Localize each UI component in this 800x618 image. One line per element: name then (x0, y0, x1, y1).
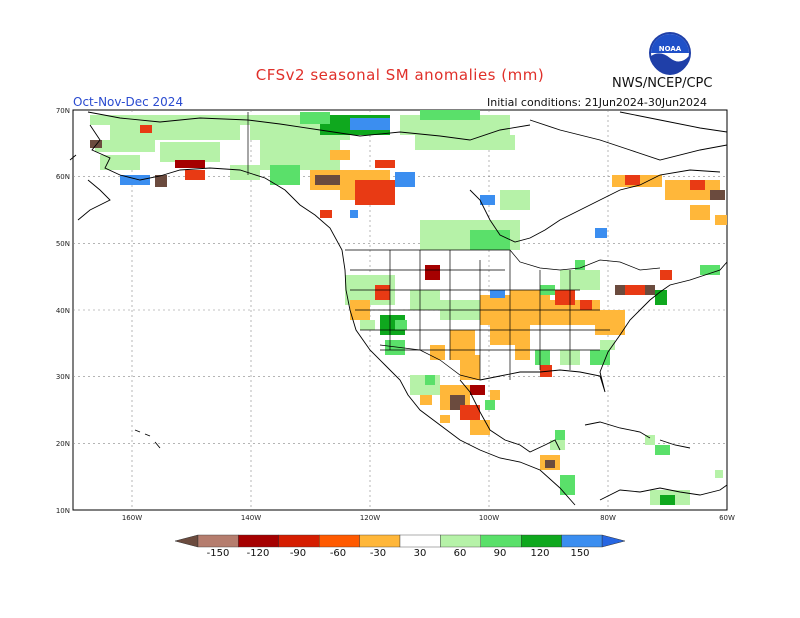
noaa-logo-text: NOAA (659, 45, 682, 53)
lat-label: 20N (56, 440, 70, 448)
colorbar-label: 120 (530, 548, 549, 559)
colorbar-cell (480, 534, 522, 548)
lat-label: 10N (56, 507, 70, 515)
lon-label: 120W (360, 514, 380, 522)
season-label: Oct-Nov-Dec 2024 (73, 95, 184, 109)
coastlines (69, 111, 728, 506)
lon-label: 140W (241, 514, 261, 522)
colorbar-cell (440, 534, 481, 548)
colorbar-label: 150 (570, 548, 589, 559)
colorbar-label: 30 (414, 548, 427, 559)
colorbar-label: 60 (454, 548, 467, 559)
lon-label: 100W (479, 514, 499, 522)
agency-label: NWS/NCEP/CPC (612, 76, 713, 91)
lat-label: 50N (56, 240, 70, 248)
lon-label: 60W (719, 514, 735, 522)
colorbar-label: -120 (247, 548, 270, 559)
colorbar-label: -90 (290, 548, 306, 559)
colorbar-label: -30 (370, 548, 386, 559)
map-title: CFSv2 seasonal SM anomalies (mm) (255, 66, 545, 84)
colorbar-cell (319, 534, 360, 548)
colorbar: -150 -120 -90 -60 -30 30 60 90 120 150 (174, 534, 626, 559)
noaa-logo: NOAA (649, 32, 691, 75)
lon-label: 80W (600, 514, 616, 522)
anomaly-cells (90, 110, 727, 505)
colorbar-label: -150 (207, 548, 230, 559)
initial-conditions-label: Initial conditions: 21Jun2024-30Jun2024 (487, 96, 708, 109)
latitude-labels: 70N 60N 50N 40N 30N 20N 10N (56, 107, 70, 515)
lat-label: 70N (56, 107, 70, 115)
longitude-labels: 160W 140W 120W 100W 80W 60W (122, 514, 735, 522)
colorbar-cell (359, 534, 401, 548)
colorbar-cell (521, 534, 562, 548)
lon-label: 160W (122, 514, 142, 522)
colorbar-label: -60 (330, 548, 346, 559)
colorbar-cell (399, 534, 441, 548)
colorbar-cell (197, 534, 239, 548)
lat-label: 40N (56, 307, 70, 315)
colorbar-cell (278, 534, 320, 548)
colorbar-cell (238, 534, 279, 548)
colorbar-label: 90 (494, 548, 507, 559)
colorbar-cell (561, 534, 603, 548)
colorbar-right-arrow (601, 534, 626, 548)
lat-label: 30N (56, 373, 70, 381)
political-borders (247, 112, 661, 381)
colorbar-left-arrow (174, 534, 199, 548)
lat-label: 60N (56, 173, 70, 181)
